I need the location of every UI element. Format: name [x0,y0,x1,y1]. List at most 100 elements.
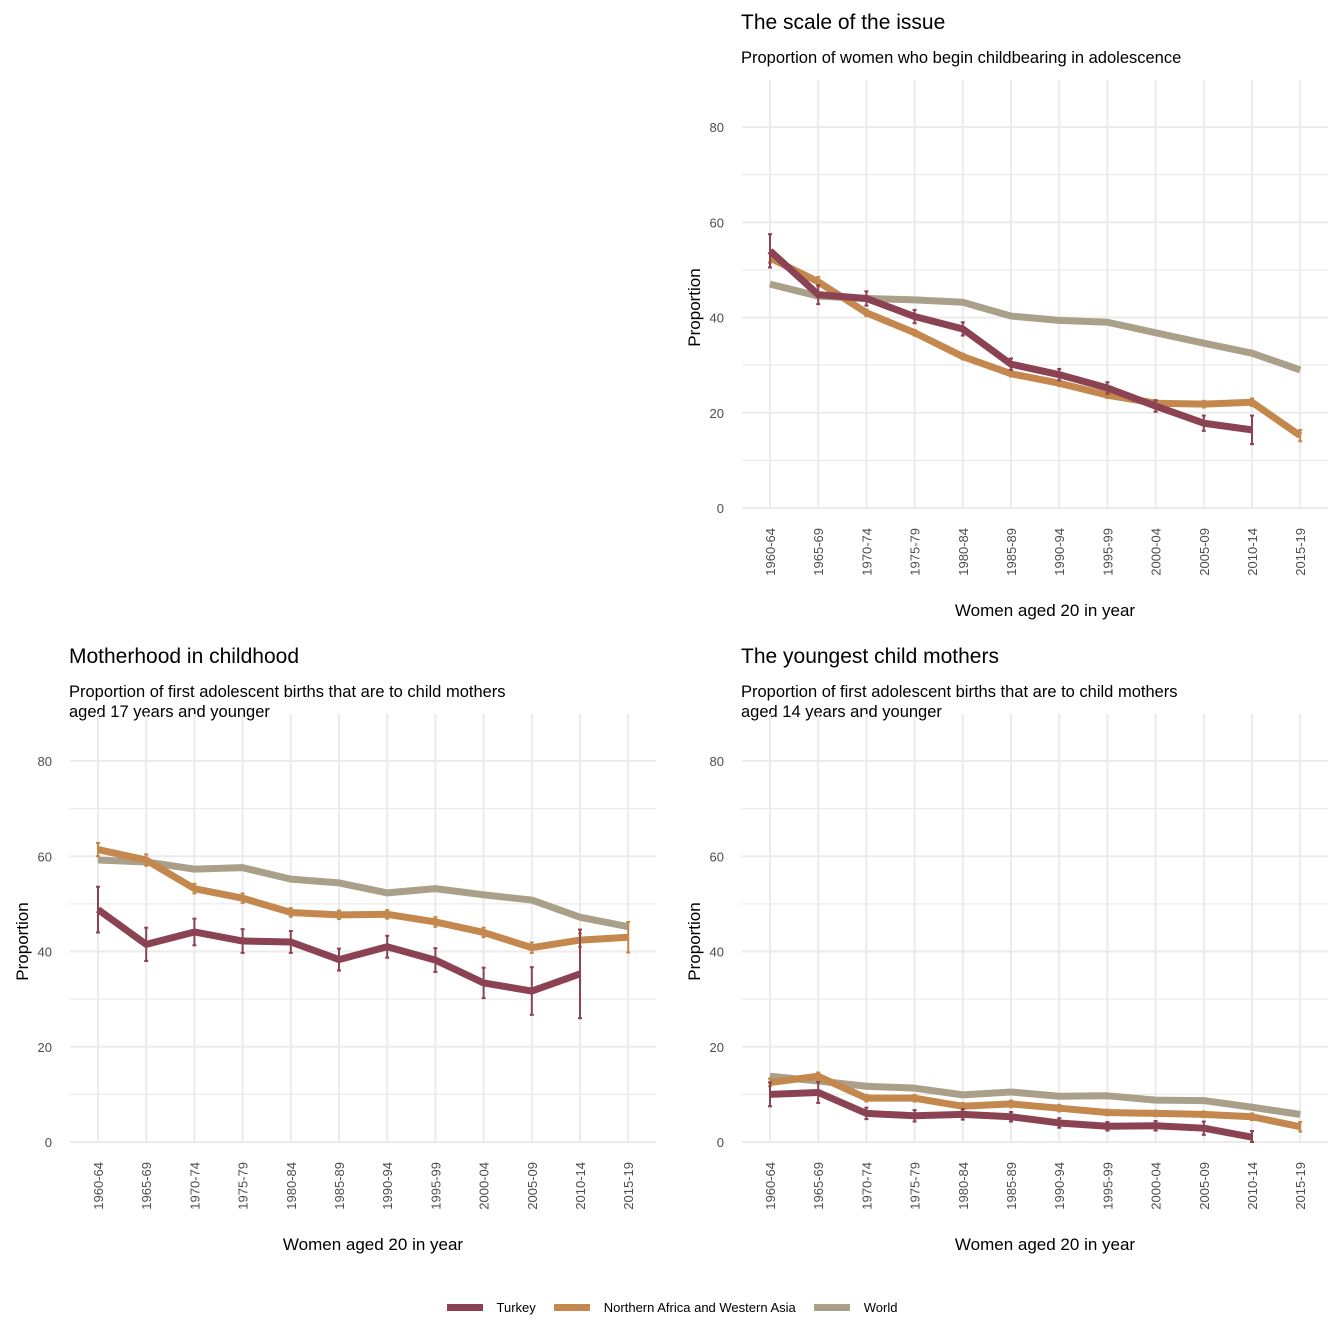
y-tick-label: 80 [710,754,724,769]
data-point [1203,422,1205,424]
data-point [1010,315,1012,317]
data-point [914,332,916,334]
data-point [97,909,99,911]
data-point [1058,382,1060,384]
data-point [962,356,964,358]
data-point [145,859,147,861]
data-point [1058,374,1060,376]
data-point [769,283,771,285]
data-point [290,911,292,913]
data-point [817,1075,819,1077]
data-point [962,328,964,330]
legend-swatch [813,1303,850,1311]
y-tick-label: 20 [38,1040,52,1055]
legend-swatch [553,1303,590,1311]
series-turkey [95,885,582,1020]
data-point [531,899,533,901]
data-point [1058,1122,1060,1124]
y-tick-label: 40 [38,945,52,960]
data-point [914,1115,916,1117]
series-line [97,846,629,952]
x-tick-label: 1965-69 [139,1162,154,1210]
x-tick-label: 1975-79 [236,1162,251,1210]
data-point [1155,332,1157,334]
data-point [531,947,533,949]
data-point [579,973,581,975]
grid [742,80,1328,509]
data-point [1251,429,1253,431]
data-point [483,982,485,984]
data-point [865,312,867,314]
data-point [1203,403,1205,405]
x-tick-label: 2010-14 [1245,1162,1260,1210]
data-point [865,1097,867,1099]
legend-item-region: Northern Africa and Western Asia [553,1299,796,1315]
data-point [1106,1125,1108,1127]
data-point [434,921,436,923]
legend-label: World [863,1299,898,1315]
x-tick-label: 1960-64 [763,528,778,576]
data-point [1058,319,1060,321]
data-point [817,281,819,283]
data-point [1058,1095,1060,1097]
data-point [769,1093,771,1095]
data-point [1010,373,1012,375]
series-turkey [768,1080,1254,1143]
data-point [434,888,436,890]
x-tick-label: 2000-04 [1149,528,1164,576]
chart-plot: 0 20 40 60 80 1960-64 1965-69 1970-74 1975-79 198… [685,80,1328,620]
x-tick-label: 1970-74 [187,1162,202,1210]
data-point [1106,1095,1108,1097]
data-point [1058,1107,1060,1109]
data-point [1251,1116,1253,1118]
y-tick-label: 40 [710,945,724,960]
x-tick-label: 2015-19 [1293,528,1308,576]
data-point [914,1097,916,1099]
data-point [579,916,581,918]
x-tick-label: 1995-99 [1100,1162,1115,1210]
x-tick-label: 1990-94 [1052,528,1067,576]
x-axis-label: Women aged 20 in year [283,1235,464,1254]
legend-item-world: World [813,1299,898,1315]
data-point [193,888,195,890]
x-tick-label: 1985-89 [1004,528,1019,576]
x-tick-label: 1965-69 [811,1162,826,1210]
y-axis-label: Proportion [685,902,704,980]
data-point [97,859,99,861]
data-point [338,959,340,961]
x-tick-label: 2005-09 [1197,1162,1212,1210]
x-tick-label: 1980-84 [956,528,971,576]
x-tick-label: 1980-84 [284,1162,299,1210]
chart-title: Motherhood in childhood [69,645,299,668]
data-point [1203,1113,1205,1115]
data-point [865,297,867,299]
chart-subtitle: Proportion of women who begin childbeari… [741,49,1182,67]
series-line [97,856,629,931]
data-point [386,913,388,915]
grid [70,714,656,1143]
data-point [290,878,292,880]
y-tick-label: 80 [38,754,52,769]
x-tick-label: 1970-74 [859,1162,874,1210]
data-point [1155,1099,1157,1101]
x-axis-label: Women aged 20 in year [955,601,1136,620]
data-point [1299,1126,1301,1128]
y-tick-label: 60 [710,849,724,864]
data-point [962,1105,964,1107]
data-point [1299,1113,1301,1115]
data-point [914,1087,916,1089]
y-tick-label: 40 [710,311,724,326]
data-point [290,941,292,943]
data-point [1251,1136,1253,1138]
data-point [242,867,244,869]
grid [742,714,1328,1143]
legend-label: Northern Africa and Western Asia [603,1299,796,1315]
data-point [627,936,629,938]
data-point [1106,321,1108,323]
y-tick-label: 20 [710,1040,724,1055]
data-point [865,1085,867,1087]
y-tick-label: 0 [717,1135,724,1150]
y-tick-label: 0 [717,501,724,516]
x-tick-label: 1990-94 [380,1162,395,1210]
x-tick-label: 1985-89 [1004,1162,1019,1210]
